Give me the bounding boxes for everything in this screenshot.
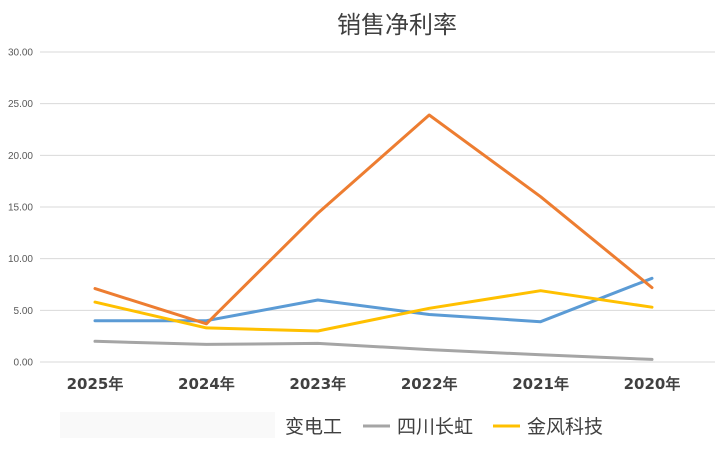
series-line-3 — [93, 339, 654, 361]
legend-label: 变电工 — [285, 416, 342, 438]
series-line-4 — [93, 289, 654, 333]
x-tick-label: 2024年 — [178, 375, 235, 393]
x-tick-label: 2020年 — [624, 375, 681, 393]
series-line-1 — [93, 276, 654, 324]
y-tick-label: 15.00 — [8, 203, 33, 214]
series-lines — [93, 113, 654, 361]
x-tick-label: 2023年 — [289, 375, 346, 393]
y-tick-label: 10.00 — [8, 254, 33, 265]
chart-title: 销售净利率 — [337, 11, 457, 39]
y-tick-label: 20.00 — [8, 151, 33, 162]
y-axis-ticks: 0.00 5.00 10.00 15.00 20.00 25.00 30.00 — [8, 48, 33, 369]
y-tick-label: 25.00 — [8, 99, 33, 110]
y-tick-label: 5.00 — [14, 306, 34, 317]
series-line-2 — [93, 113, 654, 326]
gridlines — [40, 51, 715, 363]
x-axis-ticks: 2025年 2024年 2023年 2022年 2021年 2020年 — [67, 375, 681, 393]
x-tick-label: 2022年 — [401, 375, 458, 393]
legend-label: 金风科技 — [527, 416, 603, 438]
x-tick-label: 2025年 — [67, 375, 124, 393]
legend-label: 四川长虹 — [397, 416, 473, 438]
legend: 变电工 四川长虹 金风科技 — [60, 412, 603, 438]
legend-obscured-region — [60, 412, 275, 438]
y-tick-label: 30.00 — [8, 48, 33, 59]
x-tick-label: 2021年 — [512, 375, 569, 393]
y-tick-label: 0.00 — [14, 358, 34, 369]
